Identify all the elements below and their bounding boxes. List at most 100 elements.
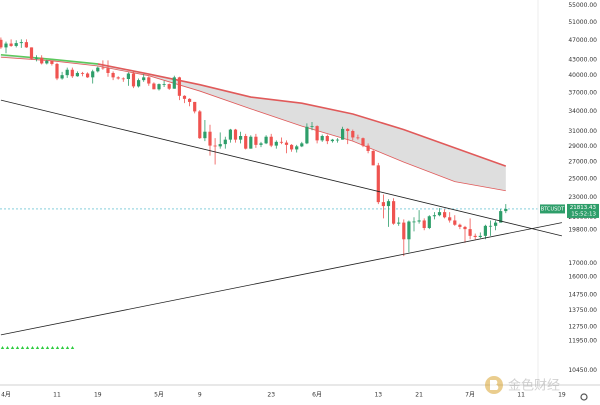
candle-body [463, 226, 467, 230]
candle-body [315, 126, 319, 141]
y-tick-label: 16000.00 [568, 274, 597, 281]
candle-body [499, 211, 503, 223]
symbol-tag [540, 204, 565, 214]
candle-body [448, 217, 452, 221]
price-axis-panel [538, 0, 600, 385]
candle-body [443, 212, 447, 218]
candle-body [310, 126, 314, 127]
x-tick-label: 21 [415, 392, 423, 399]
candle-body [335, 139, 340, 141]
candle-body [366, 145, 370, 151]
ribbon-upper [0, 53, 507, 167]
candle-body [228, 129, 232, 140]
candle-body [269, 136, 273, 146]
countdown-label: 15:52:13 [571, 211, 596, 217]
candle-body [300, 143, 304, 147]
candle-body [453, 220, 457, 225]
candle-body [494, 222, 498, 226]
y-tick-label: 37000.00 [568, 89, 597, 96]
candle-body [147, 77, 151, 84]
candle-body [213, 145, 217, 147]
candle-body [131, 73, 136, 87]
candle-body [19, 42, 23, 44]
candle-body [116, 77, 120, 79]
candle-body [142, 77, 146, 81]
y-tick-label: 34000.00 [568, 108, 597, 115]
candle-body [45, 60, 49, 64]
y-tick-label: 23000.00 [568, 194, 597, 201]
y-tick-label: 11950.00 [568, 338, 597, 345]
last-price-label: 21813.43 [570, 205, 597, 211]
candle-body [24, 42, 28, 48]
candle-body [305, 126, 309, 144]
y-tick-label: 31000.00 [568, 128, 597, 135]
candle-body [152, 83, 156, 90]
trendline [0, 222, 562, 336]
symbol-label: BTCUSDT [541, 206, 565, 212]
y-tick-label: 43000.00 [568, 56, 597, 63]
candle-body [182, 95, 187, 99]
candle-body [351, 131, 355, 138]
candle-body [422, 220, 426, 229]
x-tick-label: 5月 [154, 392, 164, 399]
candle-body [198, 111, 202, 139]
y-tick-label: 25000.00 [568, 175, 597, 182]
candle-body [274, 141, 278, 146]
candle-body [341, 128, 345, 140]
candle-body [412, 221, 416, 223]
candle-body [4, 43, 8, 48]
candle-body [458, 224, 462, 227]
candle-body [188, 98, 192, 102]
candle-body [407, 221, 411, 240]
candle-body [193, 101, 197, 112]
candle-body [101, 67, 105, 69]
y-tick-label: 51000.00 [568, 19, 597, 26]
candle-body [279, 141, 283, 143]
candle-body [488, 225, 493, 227]
settings-icon[interactable] [580, 393, 588, 401]
candle-body [14, 43, 18, 46]
candle-body [0, 39, 3, 48]
candle-body [290, 144, 294, 150]
candle-body [177, 77, 181, 96]
candle-body [295, 146, 299, 150]
watermark-text: 金色财经 [508, 378, 560, 394]
signal-markers [0, 345, 75, 350]
candle-body [259, 143, 263, 145]
candle-body [330, 139, 334, 142]
candle-body [432, 215, 436, 217]
x-tick-label: 9 [198, 392, 202, 399]
candle-body [55, 63, 59, 79]
candle-body [29, 47, 34, 59]
settings-gear[interactable] [580, 393, 588, 401]
watermark-logo-mark [490, 380, 499, 390]
candle-body [381, 202, 385, 207]
candle-body [397, 222, 401, 224]
candle-body [320, 136, 324, 141]
candle-body [75, 72, 79, 77]
candle-body [284, 142, 289, 145]
y-tick-label: 29000.00 [568, 143, 597, 150]
x-tick-label: 6月 [312, 392, 322, 399]
candle-body [371, 150, 375, 166]
candle-body [96, 67, 100, 72]
y-tick-label: 19800.00 [568, 227, 597, 234]
x-tick-label: 7月 [465, 392, 475, 399]
candle-body [91, 71, 95, 78]
candle-body [346, 128, 350, 132]
candle-body [80, 72, 85, 74]
candle-body [468, 229, 472, 236]
y-tick-label: 55000.00 [568, 2, 597, 9]
candle-body [504, 208, 508, 212]
candle-body [376, 165, 380, 203]
trendline [0, 99, 562, 237]
candle-body [86, 73, 90, 78]
x-tick-label: 23 [267, 392, 275, 399]
candle-body [137, 80, 141, 87]
y-tick-label: 14750.00 [568, 291, 597, 298]
